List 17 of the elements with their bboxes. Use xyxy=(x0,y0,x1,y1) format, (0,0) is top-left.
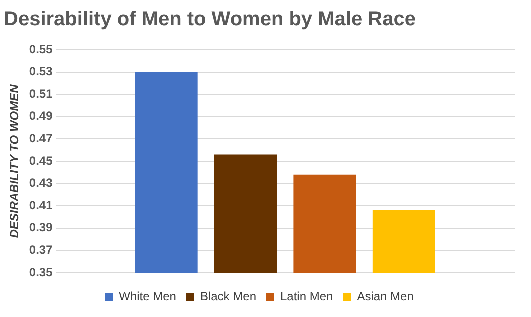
y-tick-label: 0.37 xyxy=(29,243,54,258)
y-tick-label: 0.51 xyxy=(29,86,54,101)
y-tick-label: 0.45 xyxy=(29,154,54,168)
legend-label: White Men xyxy=(119,289,176,304)
y-tick-label: 0.53 xyxy=(29,64,54,79)
y-tick-label: 0.39 xyxy=(29,220,54,235)
y-tick-label: 0.47 xyxy=(29,132,54,146)
y-tick-label: 0.41 xyxy=(29,198,54,212)
y-axis-title: DESIRABILITY TO WOMEN xyxy=(8,84,22,238)
legend-label: Black Men xyxy=(200,289,256,304)
legend-label: Asian Men xyxy=(357,289,414,304)
chart-title: Desirability of Men to Women by Male Race xyxy=(4,8,416,31)
legend-label: Latin Men xyxy=(280,289,334,304)
y-tick-label: 0.55 xyxy=(29,42,54,56)
y-tick-label: 0.43 xyxy=(29,176,54,190)
y-tick-label: 0.35 xyxy=(29,265,54,280)
y-tick-label: 0.49 xyxy=(29,109,54,124)
